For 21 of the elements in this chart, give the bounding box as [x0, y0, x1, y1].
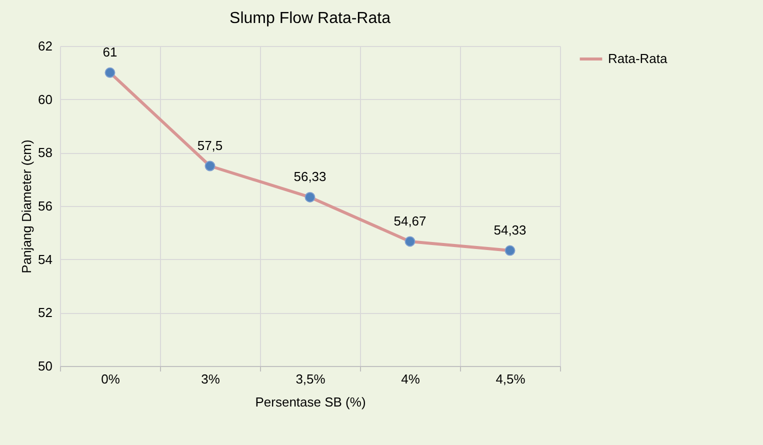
chart-title: Slump Flow Rata-Rata: [230, 10, 391, 27]
x-axis-title: Persentase SB (%): [255, 394, 366, 410]
y-tick-label: 52: [38, 305, 52, 320]
y-axis-title: Panjang Diameter (cm): [19, 140, 34, 274]
data-label: 54,33: [494, 222, 526, 238]
y-tick-label: 62: [38, 38, 52, 54]
x-tick-label: 0%: [101, 372, 120, 386]
x-tick-label: 3,5%: [296, 372, 326, 386]
x-tick-label: 4,5%: [496, 372, 526, 386]
legend-label: Rata-Rata: [608, 51, 668, 66]
data-label: 56,33: [294, 169, 326, 184]
data-label: 61: [102, 44, 118, 60]
x-tick-label: 4%: [401, 372, 420, 386]
data-label: 54,67: [394, 213, 426, 228]
data-label: 57,5: [197, 138, 223, 153]
y-tick-label: 56: [38, 198, 52, 214]
y-tick-label: 58: [38, 145, 52, 160]
y-tick-label: 50: [38, 358, 52, 374]
x-tick-label: 3%: [201, 372, 220, 386]
y-tick-label: 60: [38, 92, 52, 107]
y-tick-label: 54: [38, 252, 52, 267]
